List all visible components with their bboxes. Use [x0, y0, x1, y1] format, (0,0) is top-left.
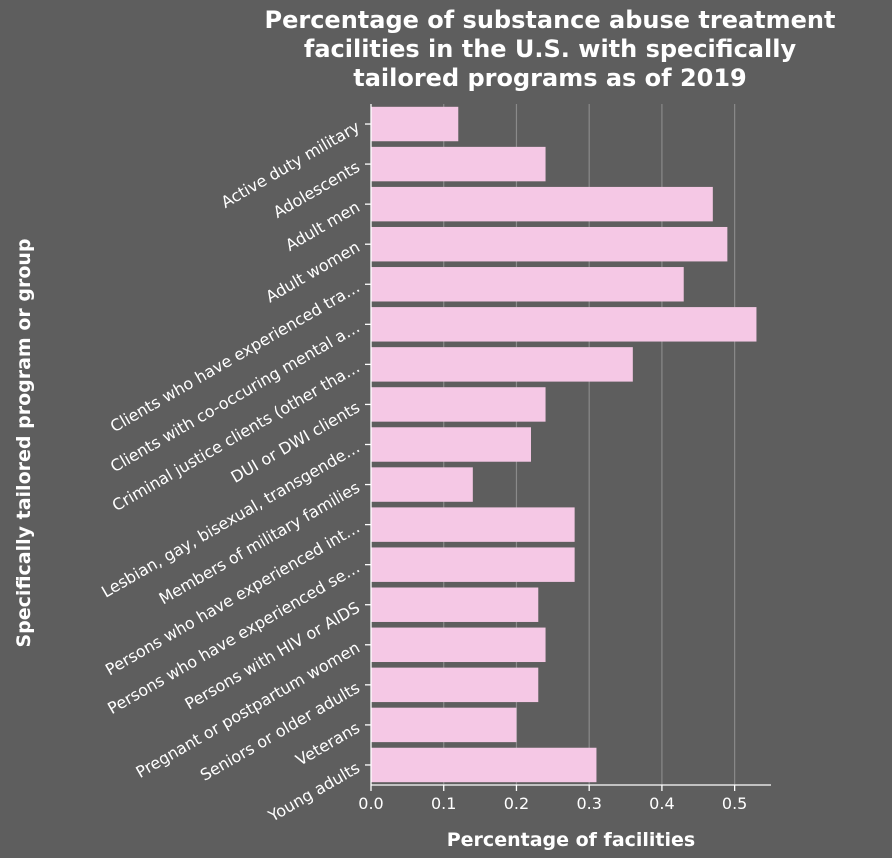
- x-tick-label-3: 0.3: [576, 794, 601, 813]
- x-axis-label: Percentage of facilities: [447, 829, 695, 851]
- bar-1: [371, 146, 546, 182]
- bar-4: [371, 267, 684, 302]
- y-tick-label-16: Young adults: [264, 758, 363, 826]
- bar-5: [371, 307, 757, 342]
- bar-12: [371, 587, 539, 622]
- bar-0: [371, 106, 459, 142]
- x-tick-label-0: 0.0: [358, 794, 383, 813]
- chart-title: Percentage of substance abuse treatment …: [264, 6, 836, 92]
- bar-10: [371, 507, 575, 542]
- x-tick-label-5: 0.5: [722, 794, 747, 813]
- bar-16: [371, 747, 597, 783]
- x-tick-label-1: 0.1: [431, 794, 456, 813]
- bar-8: [371, 427, 531, 462]
- y-tick-label-4: Clients who have experienced tra…: [107, 277, 363, 436]
- bar-7: [371, 387, 546, 422]
- bar-11: [371, 547, 575, 582]
- bar-6: [371, 347, 633, 382]
- bar-14: [371, 667, 539, 703]
- bar-13: [371, 627, 546, 663]
- bars: [371, 106, 757, 783]
- y-axis-label: Specifically tailored program or group: [13, 238, 35, 647]
- bar-15: [371, 707, 517, 743]
- bar-3: [371, 226, 728, 262]
- x-tick-label-4: 0.4: [649, 794, 674, 813]
- bar-9: [371, 467, 473, 502]
- x-tick-label-2: 0.2: [504, 794, 529, 813]
- bar-2: [371, 186, 713, 222]
